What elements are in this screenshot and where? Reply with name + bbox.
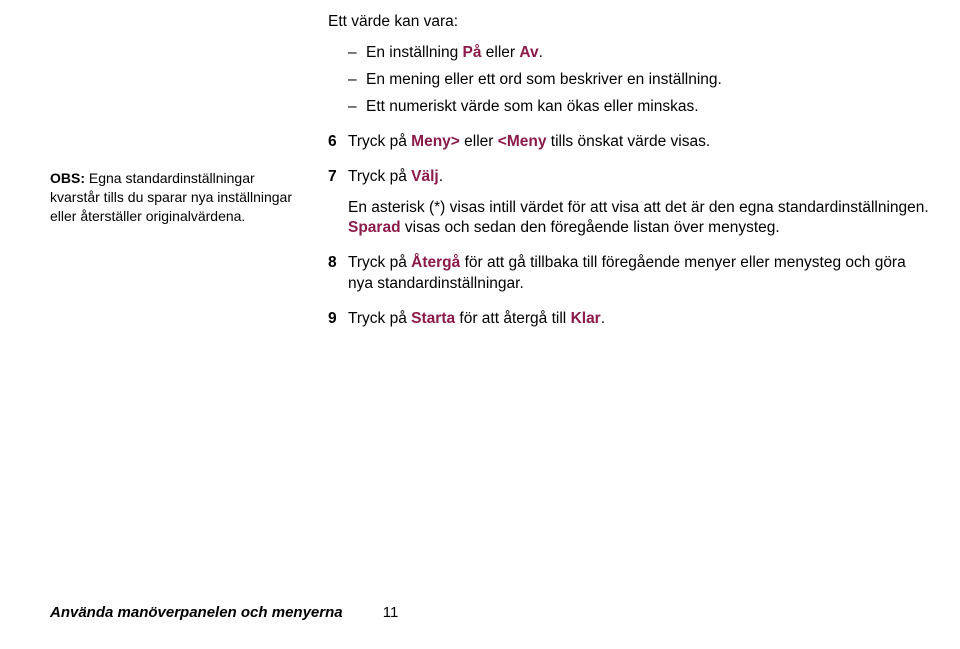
step-7-valj: Välj <box>411 168 439 185</box>
step-6-menu2: <Meny <box>498 133 547 150</box>
step-6-mid: eller <box>460 133 498 150</box>
step-7-pre: Tryck på <box>348 168 411 185</box>
step-8-number: 8 <box>328 253 337 274</box>
step-7-continuation: En asterisk (*) visas intill värdet för … <box>348 198 930 240</box>
step-9-klar: Klar <box>571 310 601 327</box>
note-text: Egna standardinställningar kvarstår till… <box>50 170 292 224</box>
footer-page-number: 11 <box>383 604 399 621</box>
note-label: OBS: <box>50 170 85 186</box>
step-6-number: 6 <box>328 132 337 153</box>
step-9-starta: Starta <box>411 310 455 327</box>
step-9-mid: för att återgå till <box>455 310 570 327</box>
bullet-2: En mening eller ett ord som beskriver en… <box>328 70 930 91</box>
step-7-sparad: Sparad <box>348 219 401 236</box>
bullet-1: En inställning På eller Av. <box>328 43 930 64</box>
step-9: 9 Tryck på Starta för att återgå till Kl… <box>328 309 930 330</box>
bullet-1-mid: eller <box>481 44 519 61</box>
page-content: OBS: Egna standardinställningar kvarstår… <box>0 12 960 330</box>
step-9-number: 9 <box>328 309 337 330</box>
bullet-1-pre: En inställning <box>366 44 463 61</box>
step-6-menu1: Meny> <box>411 133 460 150</box>
bullet-1-on: På <box>463 44 482 61</box>
step-9-post: . <box>601 310 605 327</box>
page-footer: Använda manöverpanelen och menyerna 11 <box>50 604 398 621</box>
step-6-post: tills önskat värde visas. <box>546 133 710 150</box>
step-7-post: . <box>439 168 443 185</box>
step-8-pre: Tryck på <box>348 254 411 271</box>
step-9-pre: Tryck på <box>348 310 411 327</box>
side-note: OBS: Egna standardinställningar kvarstår… <box>50 12 328 330</box>
step-8-atg: Återgå <box>411 254 460 271</box>
intro-text: Ett värde kan vara: <box>328 12 930 33</box>
bullet-1-off: Av <box>519 44 538 61</box>
step-8: 8 Tryck på Återgå för att gå tillbaka ti… <box>328 253 930 295</box>
step-7-cont-post: visas och sedan den föregående listan öv… <box>401 219 780 236</box>
footer-title: Använda manöverpanelen och menyerna <box>50 604 343 621</box>
step-6-pre: Tryck på <box>348 133 411 150</box>
step-7: 7 Tryck på Välj. En asterisk (*) visas i… <box>328 167 930 240</box>
two-column-layout: OBS: Egna standardinställningar kvarstår… <box>50 12 930 330</box>
step-6: 6 Tryck på Meny> eller <Meny tills önska… <box>328 132 930 153</box>
main-body: Ett värde kan vara: En inställning På el… <box>328 12 930 330</box>
bullet-3: Ett numeriskt värde som kan ökas eller m… <box>328 97 930 118</box>
step-7-cont-pre: En asterisk (*) visas intill värdet för … <box>348 199 929 216</box>
bullet-1-post: . <box>539 44 543 61</box>
step-7-number: 7 <box>328 167 337 188</box>
